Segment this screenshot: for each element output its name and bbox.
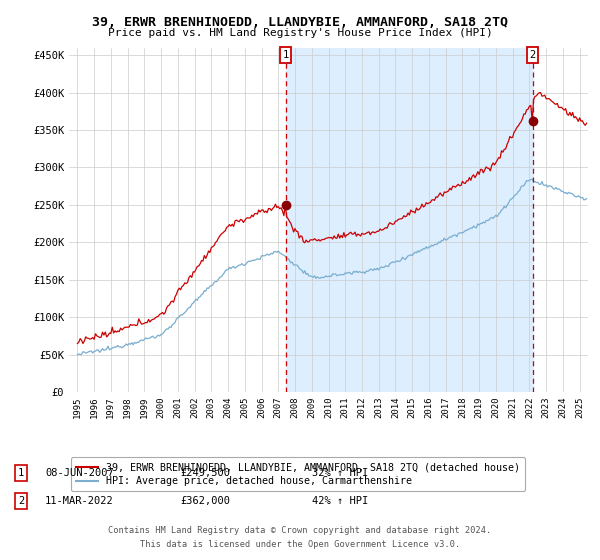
- Legend: 39, ERWR BRENHINOEDD, LLANDYBIE, AMMANFORD, SA18 2TQ (detached house), HPI: Aver: 39, ERWR BRENHINOEDD, LLANDYBIE, AMMANFO…: [71, 458, 526, 491]
- Text: 39, ERWR BRENHINOEDD, LLANDYBIE, AMMANFORD, SA18 2TQ: 39, ERWR BRENHINOEDD, LLANDYBIE, AMMANFO…: [92, 16, 508, 29]
- Text: £249,500: £249,500: [180, 468, 230, 478]
- Text: 08-JUN-2007: 08-JUN-2007: [45, 468, 114, 478]
- Bar: [286, 48, 533, 392]
- Text: 32% ↑ HPI: 32% ↑ HPI: [312, 468, 368, 478]
- Text: Price paid vs. HM Land Registry's House Price Index (HPI): Price paid vs. HM Land Registry's House …: [107, 28, 493, 38]
- Text: 2: 2: [18, 496, 24, 506]
- Text: Contains HM Land Registry data © Crown copyright and database right 2024.: Contains HM Land Registry data © Crown c…: [109, 526, 491, 535]
- Text: 1: 1: [283, 50, 289, 60]
- Text: This data is licensed under the Open Government Licence v3.0.: This data is licensed under the Open Gov…: [140, 540, 460, 549]
- Text: 42% ↑ HPI: 42% ↑ HPI: [312, 496, 368, 506]
- Text: 11-MAR-2022: 11-MAR-2022: [45, 496, 114, 506]
- Text: 2: 2: [529, 50, 536, 60]
- Text: £362,000: £362,000: [180, 496, 230, 506]
- Text: 1: 1: [18, 468, 24, 478]
